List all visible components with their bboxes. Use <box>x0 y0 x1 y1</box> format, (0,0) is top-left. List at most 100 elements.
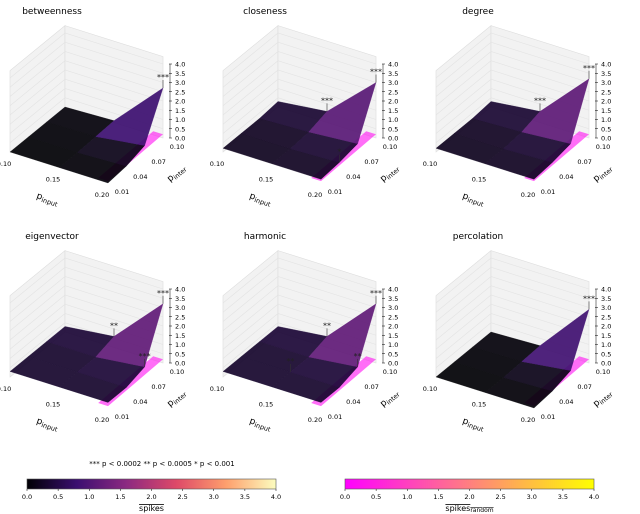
z-tick-label: 3.0 <box>175 79 185 87</box>
y-axis-label: pinter <box>166 388 189 410</box>
z-tick-label: 4.0 <box>601 286 611 294</box>
x-axis-label: pinput <box>461 416 486 434</box>
y-tick-label: 0.07 <box>577 158 591 166</box>
colorbar-tick-label: 1.5 <box>433 493 443 501</box>
y-tick-label: 0.01 <box>328 413 342 421</box>
y-tick-label: 0.01 <box>541 413 555 421</box>
y-tick-label: 0.10 <box>170 143 184 151</box>
y-tick-label: 0.10 <box>596 143 610 151</box>
subplot-closeness: closeness0.00.51.01.52.02.53.03.54.0****… <box>210 7 402 209</box>
z-tick-label: 1.0 <box>175 116 185 124</box>
gridline <box>435 266 590 313</box>
x-tick-label: 0.15 <box>46 176 60 184</box>
x-tick-label: 0.10 <box>423 385 437 393</box>
significance-marker: *** <box>583 294 595 303</box>
z-tick-label: 4.0 <box>601 61 611 69</box>
y-tick-label: 0.04 <box>559 173 573 181</box>
z-tick-label: 2.0 <box>175 323 185 331</box>
z-tick-label: 2.0 <box>388 98 398 106</box>
x-axis-label: pinput <box>248 416 273 434</box>
gridline <box>222 41 377 88</box>
z-tick-label: 0.0 <box>601 135 611 143</box>
gridline <box>435 276 590 322</box>
y-tick-label: 0.07 <box>577 383 591 391</box>
z-tick-label: 3.5 <box>388 295 398 303</box>
significance-marker: ** <box>354 352 362 361</box>
gridline <box>222 69 377 116</box>
z-tick-label: 1.0 <box>601 341 611 349</box>
gridline <box>435 78 590 125</box>
y-tick-label: 0.01 <box>115 188 129 196</box>
subplot-title: percolation <box>453 232 503 242</box>
gridline <box>222 294 377 341</box>
colorbar-spikes <box>26 478 277 490</box>
y-axis-label: pinter <box>592 163 615 185</box>
gridline <box>222 266 377 313</box>
x-tick-label: 0.20 <box>95 416 109 424</box>
z-tick-label: 4.0 <box>388 61 398 69</box>
gridline <box>222 303 377 350</box>
z-tick-label: 1.5 <box>388 332 398 340</box>
x-axis-label: pinput <box>461 191 486 209</box>
gridline <box>435 285 590 331</box>
y-tick-label: 0.10 <box>596 368 610 376</box>
z-tick-label: 0.0 <box>175 135 185 143</box>
x-tick-label: 0.20 <box>521 416 535 424</box>
z-tick-label: 2.5 <box>388 88 398 96</box>
z-tick-label: 4.0 <box>388 286 398 294</box>
colorbar-tick-label: 0.5 <box>371 493 381 501</box>
z-tick-label: 2.0 <box>601 323 611 331</box>
gridline <box>9 60 164 106</box>
x-tick-label: 0.15 <box>259 401 273 409</box>
z-tick-label: 3.0 <box>388 79 398 87</box>
z-tick-label: 3.5 <box>175 70 185 78</box>
colorbar-tick-label: 1.5 <box>115 493 125 501</box>
significance-marker: *** <box>139 352 151 361</box>
subplot-harmonic: harmonic0.00.51.01.52.02.53.03.54.0*****… <box>210 232 402 434</box>
subplot-betweenness: betweenness 0.0 0.51.01.52.0 2.53.03.54.0 **… <box>0 7 189 209</box>
z-tick-label: 3.5 <box>601 295 611 303</box>
z-tick-label: 2.0 <box>601 98 611 106</box>
gridline <box>9 32 164 79</box>
colorbar-label: spikes <box>139 504 164 513</box>
gridline <box>435 60 590 106</box>
colorbar-tick-label: 3.0 <box>527 493 537 501</box>
x-tick-label: 0.20 <box>521 191 535 199</box>
z-tick-label: 2.5 <box>388 313 398 321</box>
y-tick-label: 0.10 <box>383 368 397 376</box>
gridline <box>222 257 377 304</box>
y-axis-label: pinter <box>379 163 402 185</box>
z-tick-label: 1.0 <box>601 116 611 124</box>
subplot-title: degree <box>462 7 494 17</box>
z-tick-label: 1.0 <box>388 116 398 124</box>
z-tick-label: 1.5 <box>601 332 611 340</box>
significance-marker: *** <box>157 73 169 82</box>
y-tick-label: 0.07 <box>364 158 378 166</box>
colorbar-tick-label: 1.0 <box>84 493 94 501</box>
x-tick-label: 0.10 <box>210 385 224 393</box>
subplot-title: eigenvector <box>25 232 79 242</box>
significance-marker: ** <box>110 321 118 330</box>
gridline <box>222 276 377 322</box>
x-axis-label: pinput <box>35 416 60 434</box>
z-tick-label: 0.0 <box>388 360 398 368</box>
gridline <box>222 285 377 331</box>
colorbar-random <box>344 478 595 490</box>
gridline <box>9 88 164 134</box>
significance-legend: *** p < 0.0002 ** p < 0.0005 * p < 0.001 <box>89 460 234 468</box>
colorbar-tick-label: 0.0 <box>22 493 32 501</box>
y-tick-label: 0.10 <box>383 143 397 151</box>
x-tick-label: 0.15 <box>472 176 486 184</box>
y-tick-label: 0.01 <box>115 413 129 421</box>
z-tick-label: 4.0 <box>175 61 185 69</box>
colorbar-label: spikesrandom <box>445 504 493 514</box>
gridline <box>435 257 590 304</box>
gridline <box>9 303 164 350</box>
significance-marker: *** <box>370 289 382 298</box>
y-tick-label: 0.04 <box>559 398 573 406</box>
gridline <box>9 266 164 313</box>
x-tick-label: 0.20 <box>308 191 322 199</box>
y-tick-label: 0.07 <box>151 158 165 166</box>
gridline <box>435 294 590 341</box>
